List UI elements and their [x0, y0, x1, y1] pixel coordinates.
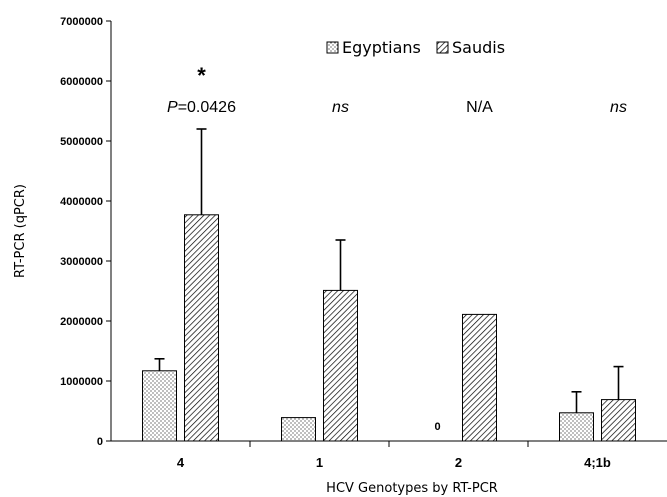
y-tick-label: 2000000: [60, 316, 103, 328]
x-tick-label: 4: [177, 455, 185, 470]
legend-label-egyptians: Egyptians: [342, 38, 421, 57]
bar-egyptians-1: [281, 417, 316, 442]
bar-egyptians-3: [559, 412, 594, 442]
y-ticks: 0 1000000 2000000 3000000 4000000 5000000 6000…: [60, 16, 111, 448]
annotations: P=0.0426 ns N/A ns * 0: [167, 63, 627, 433]
y-tick-label: 0: [97, 436, 103, 448]
y-tick-label: 6000000: [60, 76, 103, 88]
y-tick-label: 4000000: [60, 196, 103, 208]
legend-swatch-saudis: [436, 41, 449, 54]
y-tick-label: 7000000: [60, 16, 103, 28]
bar-saudis-1: [323, 289, 358, 442]
legend-label-saudis: Saudis: [452, 38, 505, 57]
x-axis-title: HCV Genotypes by RT-PCR: [326, 481, 498, 496]
significance-label: ns: [332, 99, 349, 116]
significance-label: ns: [610, 99, 627, 116]
significance-label: N/A: [466, 99, 493, 116]
x-tick-label: 4;1b: [584, 455, 611, 470]
legend-swatch-egyptians: [326, 41, 339, 54]
zero-value-label: 0: [434, 421, 440, 433]
bar-saudis-2: [462, 313, 497, 442]
bar-egyptians-0: [142, 370, 177, 442]
x-tick-label: 2: [455, 455, 462, 470]
y-tick-label: 1000000: [60, 376, 103, 388]
legend: Egyptians Saudis: [326, 38, 505, 57]
y-tick-label: 5000000: [60, 136, 103, 148]
error-bars: [154, 128, 624, 413]
significance-star: *: [197, 63, 206, 88]
x-tick-label: 1: [316, 455, 323, 470]
bar-saudis-0: [184, 214, 219, 442]
bar-saudis-3: [601, 399, 636, 442]
bars: [142, 214, 636, 442]
y-axis-title: RT-PCR (qPCR): [13, 184, 28, 278]
y-tick-label: 3000000: [60, 256, 103, 268]
significance-label: P=0.0426: [167, 99, 236, 116]
x-ticks: 4 1 2 4;1b: [177, 441, 611, 470]
